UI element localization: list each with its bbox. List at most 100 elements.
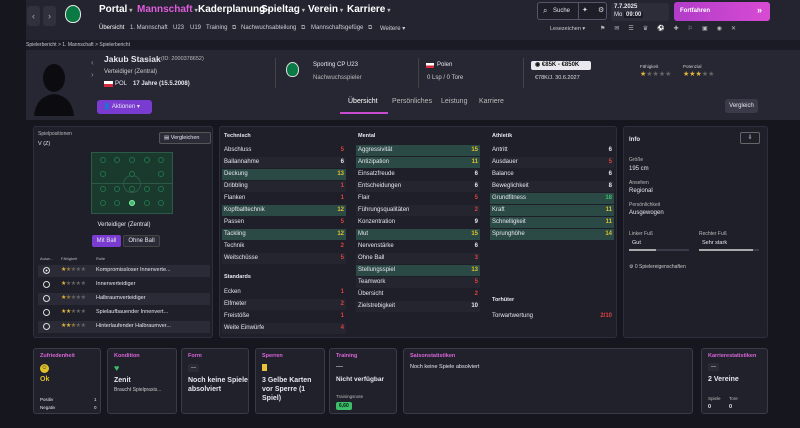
crumb-2[interactable]: 1. Mannschaft	[62, 42, 94, 48]
attribute-row[interactable]: Torwartwertung 2/10	[490, 311, 614, 322]
back-button[interactable]: ‹	[27, 6, 40, 26]
attribute-row[interactable]: Konzentration 9	[356, 217, 480, 228]
attribute-row[interactable]: Grundfitness 18	[490, 193, 614, 204]
position-dot[interactable]	[144, 157, 150, 163]
position-dot[interactable]	[158, 171, 164, 177]
gear-icon[interactable]: ⚙	[598, 7, 605, 14]
role-row[interactable]: ★★★★★ Hinterlaufender Halbraumver...	[38, 321, 210, 333]
position-dot[interactable]	[100, 171, 106, 177]
position-dot[interactable]	[129, 157, 135, 163]
menu-mannschaft[interactable]: Mannschaft ▾	[137, 4, 198, 15]
attribute-row[interactable]: Tackling 12	[222, 229, 346, 240]
club-logo[interactable]	[65, 5, 81, 23]
bookmarks-button[interactable]: Lesezeichen ▾	[550, 26, 586, 32]
attribute-row[interactable]: Teamwork 5	[356, 277, 480, 288]
bell-icon[interactable]: ✦	[582, 7, 588, 14]
attribute-row[interactable]: Antizipation 11	[356, 157, 480, 168]
attribute-row[interactable]: Ballannahme 6	[222, 157, 346, 168]
search-button[interactable]: ⌕ Suche	[537, 2, 607, 20]
position-dot[interactable]	[144, 186, 150, 192]
sub-u19[interactable]: U19	[190, 25, 202, 31]
role-row[interactable]: ★★★★★ Halbraumverteidiger	[38, 293, 210, 305]
continue-button[interactable]: Fortfahren »	[674, 2, 770, 21]
attribute-row[interactable]: Beweglichkeit 8	[490, 181, 614, 192]
radio-icon[interactable]	[43, 281, 50, 288]
position-dot-current[interactable]	[129, 200, 135, 206]
attribute-row[interactable]: Freistöße 1	[222, 311, 346, 322]
attribute-row[interactable]: Entscheidungen 6	[356, 181, 480, 192]
sub-weitere[interactable]: Weitere ▾	[380, 26, 406, 32]
tab-persoenliches[interactable]: Persönliches	[392, 98, 433, 105]
attribute-row[interactable]: Sprunghöhe 14	[490, 229, 614, 240]
compare-positions-button[interactable]: ▤ Vergleichen	[159, 132, 211, 144]
actions-button[interactable]: 👤 Aktionen ▾	[97, 100, 152, 114]
attribute-row[interactable]: Elfmeter 2	[222, 299, 346, 310]
position-dot[interactable]	[129, 171, 135, 177]
attribute-row[interactable]: Stellungsspiel 13	[356, 265, 480, 276]
position-dot[interactable]	[100, 200, 106, 206]
without-ball-toggle[interactable]: Ohne Ball	[123, 235, 160, 247]
attribute-row[interactable]: Zielstrebigkeit 10	[356, 301, 480, 312]
tab-karriere[interactable]: Karriere	[479, 98, 504, 105]
card-sperren[interactable]: Sperren 3 Gelbe Karten vor Sperre (1 Spi…	[255, 348, 325, 414]
position-dot[interactable]	[100, 157, 106, 163]
attribute-row[interactable]: Flanken 1	[222, 193, 346, 204]
menu-portal[interactable]: Portal ▾	[99, 4, 133, 15]
attribute-row[interactable]: Balance 6	[490, 169, 614, 180]
position-dot[interactable]	[158, 157, 164, 163]
radio-icon[interactable]	[43, 309, 50, 316]
player-club[interactable]: Sporting CP U23	[313, 62, 358, 68]
attribute-row[interactable]: Antritt 6	[490, 145, 614, 156]
forward-button[interactable]: ›	[43, 6, 56, 26]
radio-icon[interactable]	[43, 323, 50, 330]
card-saisonstatistiken[interactable]: Saisonstatistiken Noch keine Spiele abso…	[403, 348, 693, 414]
position-dot[interactable]	[158, 200, 164, 206]
position-dot[interactable]	[129, 186, 135, 192]
attribute-row[interactable]: Kopfballtechnik 12	[222, 205, 346, 216]
sub-mannschaftsgefuege[interactable]: Mannschaftsgefüge	[311, 25, 364, 31]
attribute-row[interactable]: Weitschüsse 5	[222, 253, 346, 264]
attribute-row[interactable]: Einsatzfreude 6	[356, 169, 480, 180]
attribute-row[interactable]: Ausdauer 5	[490, 157, 614, 168]
attribute-row[interactable]: Kraft 11	[490, 205, 614, 216]
attribute-row[interactable]: Passen 5	[222, 217, 346, 228]
menu-kaderplanung[interactable]: Kaderplanung ▾	[198, 4, 271, 15]
pitch[interactable]	[91, 152, 173, 214]
card-zufriedenheit[interactable]: Zufriedenheit ☺ Ok Positiv 1 Negativ 0	[33, 348, 101, 414]
prev-player-icon[interactable]: ‹	[91, 58, 94, 67]
shortcut-icons[interactable]: ⚑✉☰♛⚽✚⚐▣◉✕	[600, 26, 745, 32]
attribute-row[interactable]: Dribbling 1	[222, 181, 346, 192]
card-form[interactable]: Form — Noch keine Spiele absolviert	[181, 348, 249, 414]
tab-uebersicht[interactable]: Übersicht	[348, 98, 378, 105]
with-ball-toggle[interactable]: Mit Ball	[92, 235, 121, 247]
sub-nachwuchs[interactable]: Nachwuchsabteilung	[241, 25, 297, 31]
position-dot[interactable]	[114, 186, 120, 192]
attribute-row[interactable]: Abschluss 5	[222, 145, 346, 156]
position-dot[interactable]	[158, 186, 164, 192]
position-dot[interactable]	[100, 186, 106, 192]
attribute-row[interactable]: Flair 5	[356, 193, 480, 204]
attribute-row[interactable]: Technik 2	[222, 241, 346, 252]
attribute-row[interactable]: Weite Einwürfe 4	[222, 323, 346, 334]
menu-spieltag[interactable]: Spieltag ▾	[261, 4, 305, 15]
attribute-row[interactable]: Deckung 13	[222, 169, 346, 180]
radio-icon[interactable]	[43, 295, 50, 302]
role-row[interactable]: ★★★★★ Spielaufbauender Innenvert...	[38, 307, 210, 319]
attribute-row[interactable]: Führungsqualitäten 2	[356, 205, 480, 216]
tab-leistung[interactable]: Leistung	[441, 98, 468, 105]
menu-karriere[interactable]: Karriere ▾	[347, 4, 391, 15]
card-karrierestatistiken[interactable]: Karrierestatistiken — 2 Vereine Spiele 0…	[701, 348, 768, 414]
crumb-3[interactable]: Spielerbericht	[99, 42, 130, 48]
role-row[interactable]: ★★★★★ Innenverteidiger	[38, 279, 210, 291]
attribute-row[interactable]: Übersicht 2	[356, 289, 480, 300]
position-dot[interactable]	[114, 200, 120, 206]
position-dot[interactable]	[144, 200, 150, 206]
sub-u23[interactable]: U23	[173, 25, 185, 31]
attribute-row[interactable]: Ohne Ball 3	[356, 253, 480, 264]
attribute-row[interactable]: Aggressivität 15	[356, 145, 480, 156]
card-training[interactable]: Training — Nicht verfügbar Trainingsnote…	[329, 348, 397, 414]
menu-verein[interactable]: Verein ▾	[308, 4, 344, 15]
date-display[interactable]: 7.7.2025 Mo 09:00	[611, 3, 669, 21]
attribute-row[interactable]: Nervenstärke 6	[356, 241, 480, 252]
attribute-row[interactable]: Mut 15	[356, 229, 480, 240]
